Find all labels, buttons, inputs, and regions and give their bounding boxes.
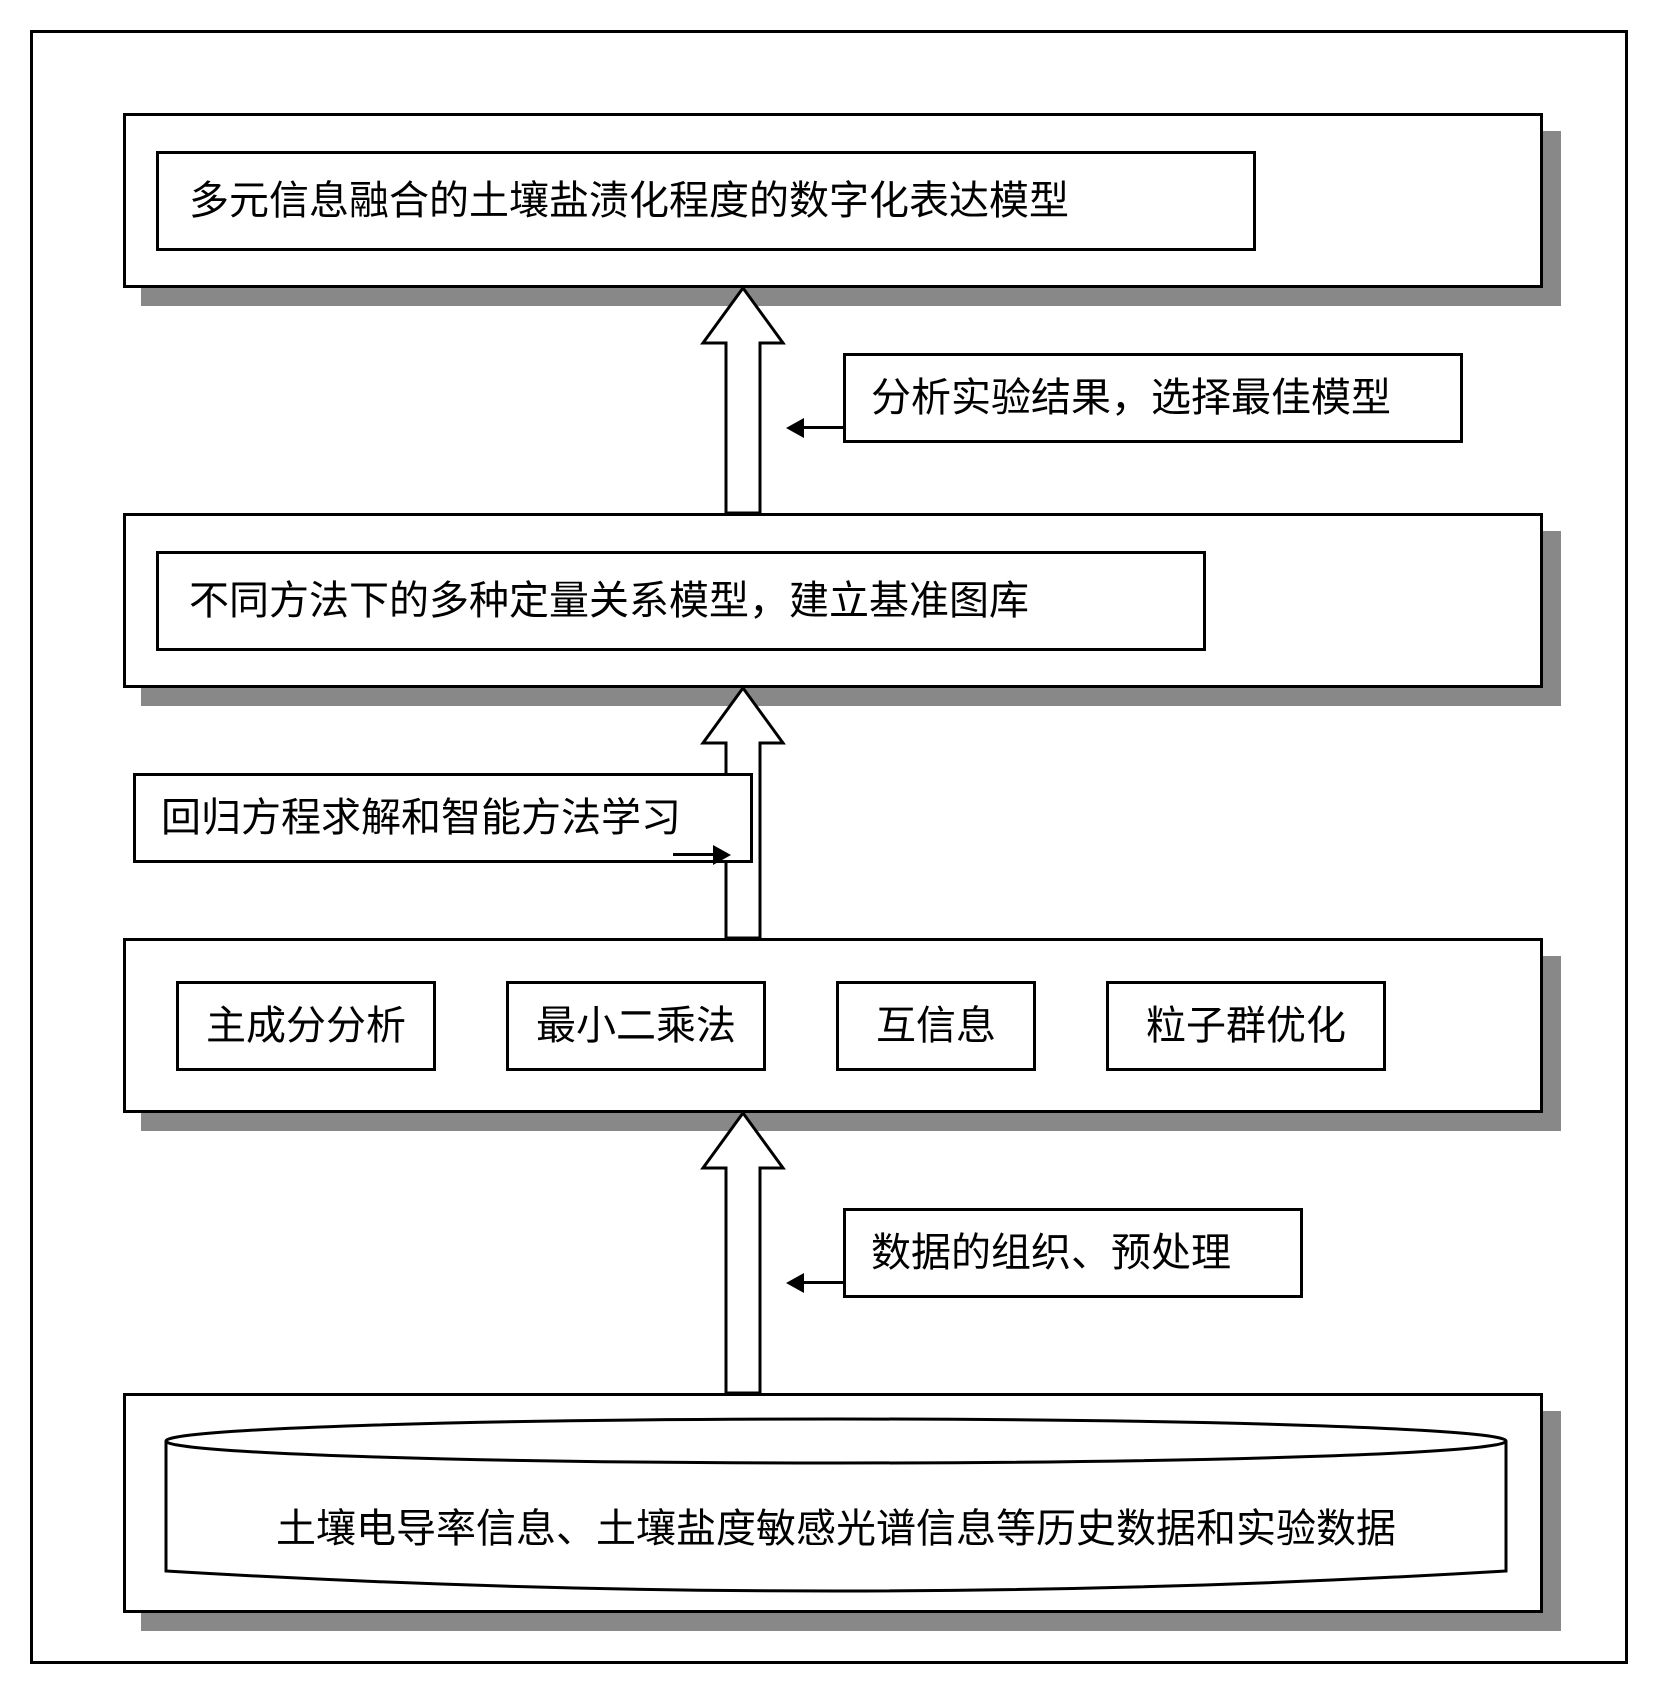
label-1-box: 分析实验结果，选择最佳模型 — [843, 353, 1463, 443]
method-box-3: 互信息 — [836, 981, 1036, 1071]
method-4-text: 粒子群优化 — [1146, 998, 1346, 1054]
method-box-1: 主成分分析 — [176, 981, 436, 1071]
box-top-text: 多元信息融合的土壤盐渍化程度的数字化表达模型 — [189, 173, 1069, 229]
method-2-text: 最小二乘法 — [536, 998, 736, 1054]
label-2-text: 回归方程求解和智能方法学习 — [161, 790, 681, 846]
arrow-3 — [698, 1113, 788, 1393]
method-box-2: 最小二乘法 — [506, 981, 766, 1071]
label-2-pointer — [673, 853, 713, 856]
label-3-text: 数据的组织、预处理 — [871, 1225, 1231, 1281]
label-3-pointer-head — [786, 1273, 804, 1293]
method-1-text: 主成分分析 — [206, 998, 406, 1054]
arrow-1 — [698, 288, 788, 513]
label-2-pointer-head — [713, 845, 731, 865]
cylinder-text: 土壤电导率信息、土壤盐度敏感光谱信息等历史数据和实验数据 — [126, 1496, 1546, 1554]
label-2-box: 回归方程求解和智能方法学习 — [133, 773, 753, 863]
box-top-inner: 多元信息融合的土壤盐渍化程度的数字化表达模型 — [156, 151, 1256, 251]
label-3-box: 数据的组织、预处理 — [843, 1208, 1303, 1298]
method-3-text: 互信息 — [876, 998, 996, 1054]
diagram-outer-frame: 多元信息融合的土壤盐渍化程度的数字化表达模型 分析实验结果，选择最佳模型 不同方… — [30, 30, 1628, 1664]
box-second-outer: 不同方法下的多种定量关系模型，建立基准图库 — [123, 513, 1543, 688]
label-1-pointer-head — [786, 418, 804, 438]
label-3-pointer — [803, 1281, 843, 1284]
method-box-4: 粒子群优化 — [1106, 981, 1386, 1071]
box-top-outer: 多元信息融合的土壤盐渍化程度的数字化表达模型 — [123, 113, 1543, 288]
box-second-text: 不同方法下的多种定量关系模型，建立基准图库 — [189, 573, 1029, 629]
box-second-inner: 不同方法下的多种定量关系模型，建立基准图库 — [156, 551, 1206, 651]
label-1-pointer — [803, 426, 843, 429]
box-bottom-outer: 土壤电导率信息、土壤盐度敏感光谱信息等历史数据和实验数据 — [123, 1393, 1543, 1613]
box-third-outer: 主成分分析 最小二乘法 互信息 粒子群优化 — [123, 938, 1543, 1113]
label-1-text: 分析实验结果，选择最佳模型 — [871, 370, 1391, 426]
